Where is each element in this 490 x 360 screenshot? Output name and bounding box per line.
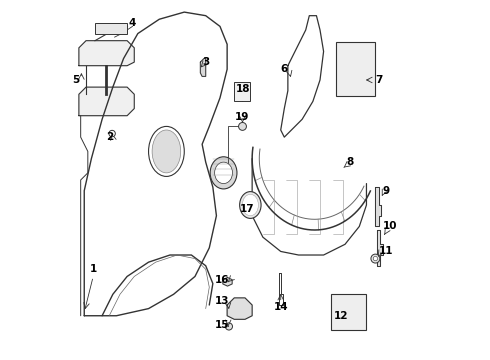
Polygon shape [223, 278, 232, 286]
Ellipse shape [210, 157, 237, 189]
Bar [95, 23, 127, 33]
Ellipse shape [215, 162, 232, 184]
Polygon shape [79, 87, 134, 116]
Text: 8: 8 [347, 157, 354, 167]
Text: 15: 15 [215, 320, 229, 330]
Text: 9: 9 [383, 186, 390, 196]
Ellipse shape [371, 254, 380, 263]
Ellipse shape [148, 126, 184, 176]
Ellipse shape [373, 256, 377, 261]
Ellipse shape [152, 130, 181, 173]
Polygon shape [227, 298, 252, 319]
Text: 1: 1 [90, 264, 97, 274]
Text: 13: 13 [215, 296, 229, 306]
Text: 7: 7 [375, 75, 383, 85]
Text: 2: 2 [106, 132, 113, 142]
Text: 17: 17 [240, 203, 254, 213]
FancyBboxPatch shape [336, 42, 375, 96]
Text: 16: 16 [215, 275, 229, 285]
Text: 12: 12 [334, 311, 349, 321]
Ellipse shape [243, 194, 258, 216]
Bar [234, 82, 250, 102]
Ellipse shape [239, 122, 246, 130]
Text: 3: 3 [202, 57, 209, 67]
Text: 18: 18 [236, 84, 250, 94]
Text: 14: 14 [273, 302, 288, 312]
Text: 19: 19 [235, 112, 250, 122]
Polygon shape [79, 41, 134, 66]
Text: 11: 11 [379, 247, 393, 256]
Polygon shape [200, 59, 206, 76]
Polygon shape [375, 187, 381, 226]
Text: 6: 6 [281, 64, 288, 74]
Polygon shape [377, 230, 383, 266]
Text: 10: 10 [382, 221, 397, 231]
Bar [331, 294, 367, 330]
Ellipse shape [240, 192, 261, 219]
Ellipse shape [109, 130, 115, 137]
Text: 4: 4 [129, 18, 136, 28]
Text: 5: 5 [72, 75, 79, 85]
Ellipse shape [225, 323, 232, 330]
